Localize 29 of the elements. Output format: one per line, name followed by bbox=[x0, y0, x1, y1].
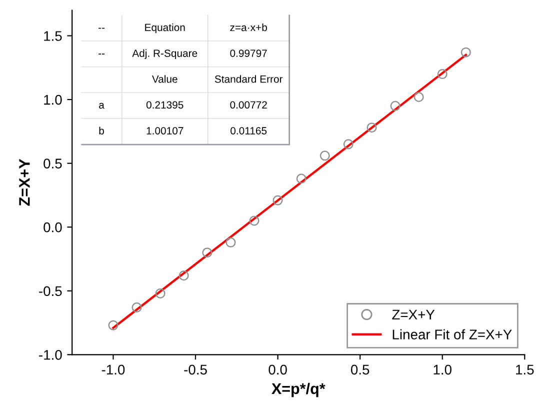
annotation: 0.00772 bbox=[230, 101, 267, 109]
x-tick-label: -0.5 bbox=[184, 364, 207, 375]
x-tick-label: 1.5 bbox=[516, 364, 534, 375]
y-tick-label: -1.0 bbox=[39, 350, 62, 360]
annotation: 0.99797 bbox=[230, 50, 267, 57]
y-tick-label: 1.0 bbox=[44, 94, 62, 105]
annotation: Equation bbox=[145, 23, 185, 34]
annotation: z=a·x+b bbox=[230, 23, 267, 32]
annotation: 1.00107 bbox=[146, 127, 184, 134]
legend-label: Linear Fit of Z=X+Y bbox=[392, 329, 512, 340]
x-tick-label: 1.0 bbox=[434, 364, 452, 375]
legend-label: Z=X+Y bbox=[392, 310, 435, 320]
y-axis-title: Z=X+Y bbox=[19, 158, 30, 206]
annotation: b bbox=[99, 126, 104, 134]
y-tick-label: -0.5 bbox=[39, 286, 62, 296]
x-axis-title: X=p*/q* bbox=[272, 382, 326, 398]
y-tick-label: 1.5 bbox=[44, 31, 62, 41]
annotation: Adj. R-Square bbox=[132, 49, 198, 60]
y-tick-label: 0.5 bbox=[44, 158, 62, 168]
annotation: 0.21395 bbox=[146, 101, 184, 109]
x-tick-label: -1.0 bbox=[102, 364, 125, 375]
annotation: -- bbox=[98, 28, 105, 29]
x-tick-label: 0.0 bbox=[268, 364, 287, 375]
annotation: 0.01165 bbox=[230, 127, 267, 134]
annotation: Value bbox=[152, 75, 178, 83]
y-tick-label: 0.0 bbox=[44, 222, 62, 232]
annotation: Standard Error bbox=[214, 75, 283, 83]
annotation: a bbox=[99, 102, 104, 109]
x-tick-label: 0.5 bbox=[350, 364, 370, 375]
